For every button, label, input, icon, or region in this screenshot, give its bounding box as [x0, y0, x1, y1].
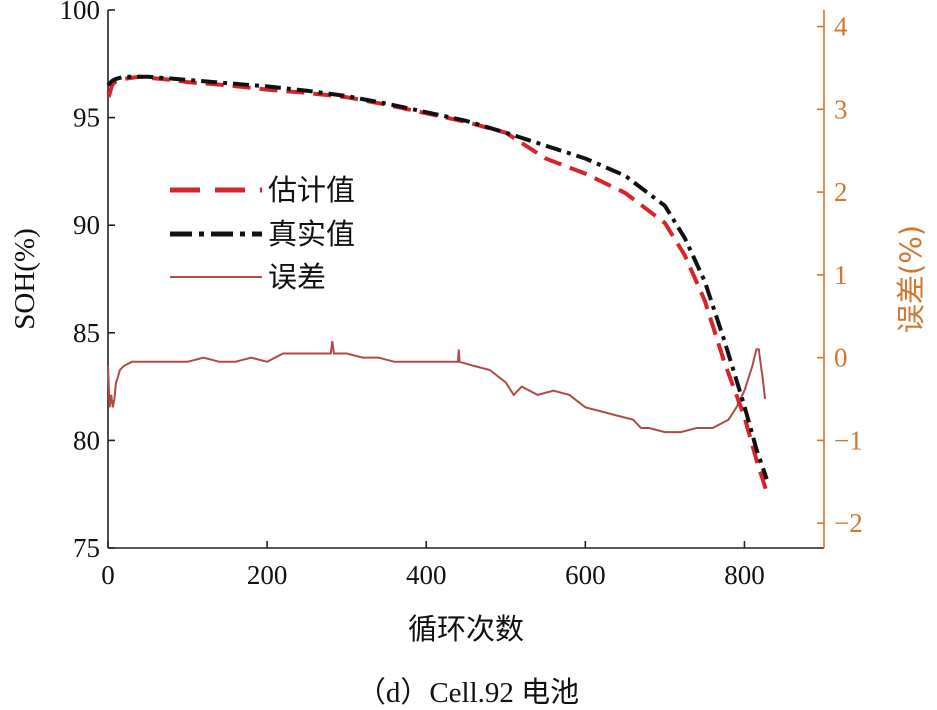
right-tick-label: 2 — [834, 177, 848, 207]
left-tick-label: 75 — [73, 533, 100, 563]
bottom-tick-label: 400 — [406, 560, 447, 590]
bottom-tick-label: 0 — [101, 560, 115, 590]
left-tick-label: 90 — [73, 210, 100, 240]
left-tick-label: 95 — [73, 103, 100, 133]
left-tick-label: 100 — [60, 0, 101, 25]
legend: 估计值 真实值 误差 — [170, 173, 355, 294]
bottom-tick-label: 200 — [247, 560, 288, 590]
left-tick-label: 80 — [73, 425, 100, 455]
right-tick-label: 3 — [834, 94, 848, 124]
left-tick-label: 85 — [73, 318, 100, 348]
right-tick-label: 1 — [834, 260, 848, 290]
error-line — [107, 340, 767, 434]
y-axis-label-right: 误差(%) — [894, 225, 928, 333]
left-axis-ticks: 75 80 85 90 95 100 — [60, 0, 115, 563]
right-tick-label: −2 — [834, 508, 863, 538]
bottom-tick-label: 600 — [565, 560, 606, 590]
bottom-tick-label: 800 — [724, 560, 765, 590]
legend-label-estimate: 估计值 — [268, 173, 355, 207]
legend-label-true: 真实值 — [268, 217, 355, 251]
right-axis-ticks: −2 −1 0 1 2 3 4 — [817, 12, 863, 538]
right-tick-label: 0 — [834, 343, 848, 373]
x-axis-label: 循环次数 — [408, 612, 524, 646]
y-axis-label-left: SOH(%) — [9, 228, 41, 330]
right-tick-label: −1 — [834, 425, 863, 455]
figure-caption: （d）Cell.92 电池 — [357, 676, 579, 709]
bottom-axis-ticks: 0 200 400 600 800 — [101, 541, 765, 590]
right-tick-label: 4 — [834, 12, 848, 42]
true-value-line — [106, 74, 769, 480]
legend-label-error: 误差 — [268, 260, 326, 294]
